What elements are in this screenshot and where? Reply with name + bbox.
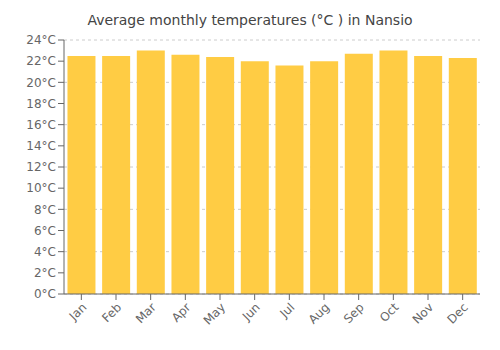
svg-text:10°C: 10°C	[26, 181, 56, 195]
svg-text:18°C: 18°C	[26, 97, 56, 111]
svg-text:Jun: Jun	[239, 300, 263, 324]
svg-text:Mar: Mar	[133, 300, 159, 326]
svg-text:20°C: 20°C	[26, 76, 56, 90]
svg-text:Oct: Oct	[377, 300, 402, 325]
svg-text:Feb: Feb	[99, 300, 124, 325]
svg-text:Jan: Jan	[66, 300, 90, 324]
svg-text:2°C: 2°C	[34, 266, 56, 280]
svg-text:Dec: Dec	[444, 300, 470, 326]
svg-text:Sep: Sep	[341, 300, 367, 326]
svg-text:Jul: Jul	[277, 300, 298, 321]
svg-text:8°C: 8°C	[34, 203, 56, 217]
svg-text:Aug: Aug	[306, 300, 332, 326]
html-text:Average monthly temperatures (: Average monthly temperatures (°C ) in Na…	[87, 12, 413, 28]
svg-text:24°C: 24°C	[26, 33, 56, 47]
svg-text:Apr: Apr	[169, 300, 194, 325]
svg-text:May: May	[201, 300, 228, 327]
svg-text:14°C: 14°C	[26, 139, 56, 153]
svg-text:4°C: 4°C	[34, 245, 56, 259]
svg-text:6°C: 6°C	[34, 224, 56, 238]
svg-text:16°C: 16°C	[26, 118, 56, 132]
svg-text:Nov: Nov	[410, 300, 436, 326]
svg-text:0°C: 0°C	[34, 287, 56, 301]
svg-text:22°C: 22°C	[26, 54, 56, 68]
svg-text:12°C: 12°C	[26, 160, 56, 174]
